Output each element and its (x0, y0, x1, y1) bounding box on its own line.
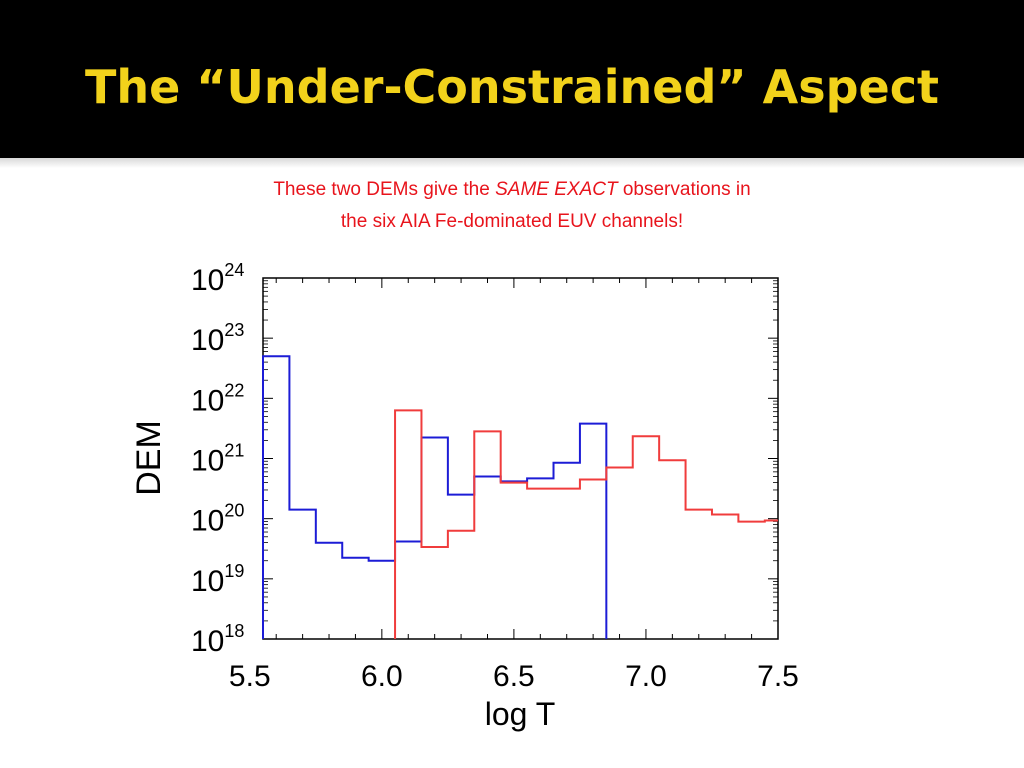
plot-border (262, 277, 779, 640)
caption-emphasis: SAME EXACT (495, 179, 618, 200)
y-tick-label: 1020 (191, 501, 244, 538)
y-tick-label: 1023 (191, 320, 244, 357)
x-tick-label: 7.5 (757, 660, 799, 693)
caption-text: These two DEMs give the (273, 179, 496, 200)
y-tick-base: 10 (191, 625, 224, 658)
y-tick-base: 10 (191, 384, 224, 417)
slide-title: The “Under-Constrained” Aspect (84, 60, 940, 114)
y-tick-base: 10 (191, 505, 224, 538)
plot-frame (262, 277, 779, 640)
x-tick-label: 6.5 (493, 660, 535, 693)
x-tick-label: 5.5 (229, 660, 271, 693)
axis-ticks (263, 277, 779, 640)
y-tick-exponent: 19 (224, 561, 244, 581)
y-axis-label: DEM (130, 420, 168, 496)
tick-labels: 5.5 6.0 6.5 7.0 7.51018101910201021102210231… (191, 260, 799, 693)
y-tick-base: 10 (191, 565, 224, 598)
x-axis-label: log T (485, 696, 556, 732)
y-tick-exponent: 23 (224, 320, 244, 340)
y-tick-exponent: 24 (224, 260, 244, 280)
y-tick-exponent: 18 (224, 621, 244, 641)
chart-caption: These two DEMs give the SAME EXACT obser… (262, 174, 762, 238)
title-bar (0, 0, 1024, 158)
y-tick-label: 1021 (191, 441, 244, 478)
y-tick-base: 10 (191, 324, 224, 357)
y-tick-base: 10 (191, 264, 224, 297)
x-tick-label: 6.0 (361, 660, 403, 693)
y-tick-label: 1019 (191, 561, 244, 598)
y-tick-label: 1022 (191, 380, 244, 417)
series-group (262, 355, 778, 639)
series-red-line (394, 409, 778, 639)
y-tick-base: 10 (191, 445, 224, 478)
y-tick-exponent: 20 (224, 501, 244, 521)
caption-text-end: observations in the six AIA Fe-dominated… (340, 179, 751, 232)
x-tick-label: 7.0 (625, 660, 667, 693)
title-divider (0, 158, 1024, 168)
y-tick-exponent: 22 (224, 380, 244, 400)
series-blue-line (262, 355, 608, 639)
y-tick-label: 1024 (191, 260, 244, 297)
y-tick-exponent: 21 (224, 441, 244, 461)
y-tick-label: 1018 (191, 621, 244, 658)
